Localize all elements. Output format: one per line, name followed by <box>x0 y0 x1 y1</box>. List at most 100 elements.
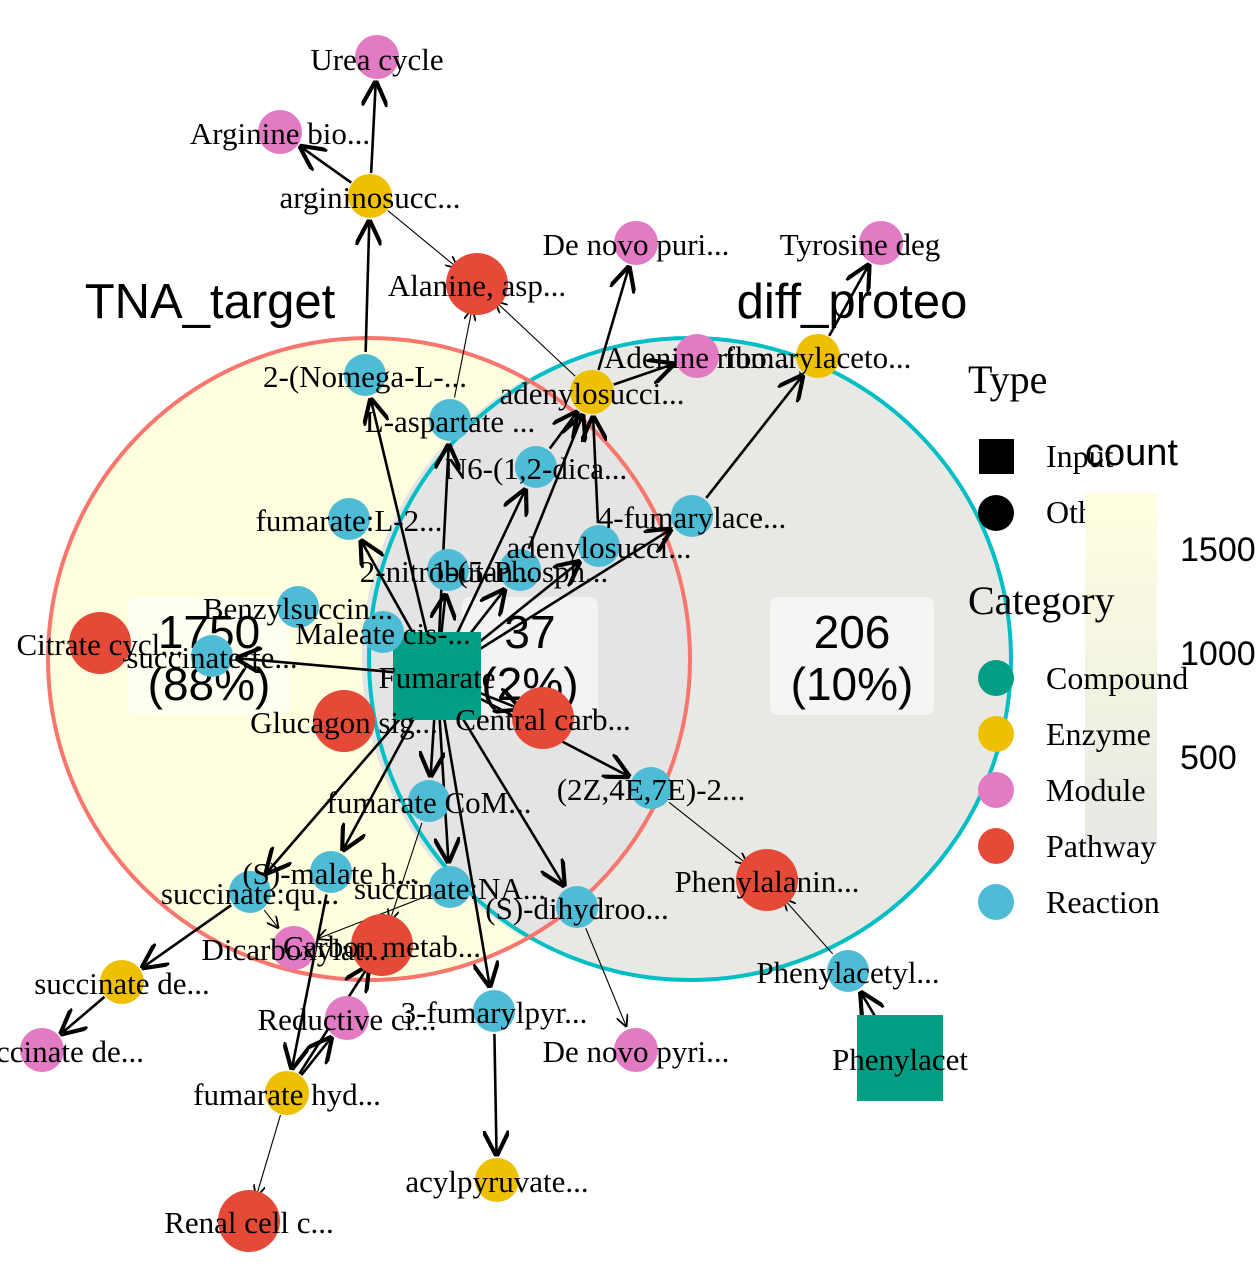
node-benzyl-circle[interactable] <box>277 586 319 628</box>
legend-others-circle-icon <box>978 495 1014 531</box>
edge-fumarate-to-adenylosucc_r <box>468 562 579 651</box>
node-label-maleate: Maleate cis-... <box>295 616 471 651</box>
node-fumarate-square[interactable] <box>393 632 481 720</box>
node-label-nitrobutan: 2-nitrobutan... <box>360 554 537 589</box>
edge-fumarate-to-fumarylace_r <box>471 530 670 655</box>
node-sdihydroo-circle[interactable] <box>556 886 598 928</box>
node-label-denovopyri: De novo pyri... <box>543 1034 730 1069</box>
node-label-fumarylace_r: 4-fumarylace... <box>598 500 786 535</box>
node-fumcom-circle[interactable] <box>408 780 450 822</box>
legend-category: Category Compound Enzyme Module Pathway Reac… <box>968 578 1188 920</box>
node-label-succfe: succinate:fe... <box>126 640 297 675</box>
network-nodes: Fumarate Phenylacet Urea cycle Arginine bio… <box>0 35 968 1252</box>
edge-argsucc-to-argbio <box>301 147 353 184</box>
node-label-succna: succinate:NA... <box>354 871 546 906</box>
node-label-adenylosucc_r: adenylosucci... <box>506 530 691 565</box>
node-central-circle[interactable] <box>512 687 574 749</box>
node-fumaratel2-circle[interactable] <box>328 498 370 540</box>
edge-adenylosucc_e-to-denovopuri <box>597 268 629 371</box>
node-phenylacet-square[interactable] <box>857 1015 943 1101</box>
edge-succde_e-to-succde_m <box>62 995 106 1033</box>
node-label-nomega: 2-(Nomega-L-... <box>263 359 467 394</box>
node-alanine-circle[interactable] <box>446 253 508 315</box>
edge-adenylosucc_e-to-alanine <box>496 302 576 377</box>
edge-fumarate-to-nitrobutan <box>441 596 445 635</box>
node-nomega-circle[interactable] <box>344 354 386 396</box>
node-labels: Fumarate Phenylacet Urea cycle Arginine bio… <box>0 42 968 1240</box>
legend-enzyme-dot-icon <box>978 716 1014 752</box>
legend-pathway-dot-icon <box>978 828 1014 864</box>
legend-count: count 1500 1000 500 <box>1085 432 1256 845</box>
node-citrate-circle[interactable] <box>69 612 131 674</box>
node-succfe-circle[interactable] <box>191 635 233 677</box>
node-label-acylpyr: acylpyruvate... <box>405 1164 588 1199</box>
node-nitrobutan-circle[interactable] <box>427 549 469 591</box>
node-label-phenylacet: Phenylacet <box>832 1042 968 1077</box>
node-phenylalanin-circle[interactable] <box>736 849 798 911</box>
legend-reaction-dot-icon <box>978 884 1014 920</box>
node-urea-circle[interactable] <box>355 35 399 79</box>
node-adenylosucc_r-circle[interactable] <box>578 525 620 567</box>
edge-fumarylpyr-to-acylpyr <box>494 1033 496 1154</box>
node-renal-circle[interactable] <box>218 1190 280 1252</box>
node-denovopuri-circle[interactable] <box>614 221 658 265</box>
node-label-smalate: (S)-malate h... <box>242 856 419 891</box>
node-label-alanine: Alanine, asp... <box>388 268 566 303</box>
node-phenylacetyl-circle[interactable] <box>827 950 869 992</box>
node-maleate-circle[interactable] <box>362 611 404 653</box>
region-percent-only-diff: (10%) <box>791 658 914 710</box>
node-label-dicarbox: Dicarboxylat... <box>201 932 386 967</box>
node-fumhyd-circle[interactable] <box>265 1071 309 1115</box>
node-fumarylpyr-circle[interactable] <box>473 990 515 1032</box>
edge-adenylosucc_e-to-adenine <box>613 364 673 386</box>
node-glucagon-circle[interactable] <box>313 690 375 752</box>
node-succde_e-circle[interactable] <box>100 960 144 1004</box>
edge-fumhyd-to-reductive <box>300 1038 330 1076</box>
node-tyrosine-circle[interactable] <box>859 221 903 265</box>
node-carbon-circle[interactable] <box>351 914 413 976</box>
edge-succqu-to-succde_e <box>143 904 232 967</box>
edge-z4e7e-to-phenylalanin <box>668 801 747 864</box>
count-tick-1000: 1000 <box>1180 635 1256 673</box>
node-label-citrate: Citrate cycl... <box>17 627 184 662</box>
legend-type-title: Type <box>968 357 1047 402</box>
node-fumarylaceto-circle[interactable] <box>796 334 840 378</box>
node-reductive-circle[interactable] <box>325 996 369 1040</box>
node-denovopyri-circle[interactable] <box>614 1028 658 1072</box>
node-succde_m-circle[interactable] <box>20 1028 64 1072</box>
edge-fumarate-to-fumcom <box>431 717 435 775</box>
node-laspartate-circle[interactable] <box>429 399 471 441</box>
edge-fumarate-to-succqu <box>267 706 411 873</box>
node-argbio-circle[interactable] <box>258 110 302 154</box>
node-dicarbox-circle[interactable] <box>272 926 316 970</box>
legend-compound-dot-icon <box>978 660 1014 696</box>
node-phosph-circle[interactable] <box>499 549 541 591</box>
node-label-renal: Renal cell c... <box>164 1205 334 1240</box>
node-label-succde_m: ccinate de... <box>0 1034 144 1069</box>
node-label-sdihydroo: (S)-dihydroo... <box>485 891 668 926</box>
count-colorbar <box>1085 493 1157 845</box>
node-smalate-circle[interactable] <box>310 851 352 893</box>
venn-set-label-diff: diff_proteo <box>737 275 968 329</box>
node-adenine-circle[interactable] <box>675 334 719 378</box>
node-label-phenylalanin: Phenylalanin... <box>674 864 859 899</box>
node-adenylosucc_e-circle[interactable] <box>570 370 614 414</box>
node-n6-circle[interactable] <box>515 446 557 488</box>
legend-type-input-label: Input <box>1046 438 1114 474</box>
edge-fumarylaceto-to-tyrosine <box>828 266 868 337</box>
node-z4e7e-circle[interactable] <box>630 767 672 809</box>
venn-set-label-tna: TNA_target <box>85 275 336 329</box>
node-argsucc-circle[interactable] <box>348 174 392 218</box>
edge-succqu-to-dicarbox <box>263 909 278 927</box>
node-label-succde_e: succinate de... <box>34 966 210 1001</box>
node-fumarylace_r-circle[interactable] <box>671 495 713 537</box>
node-label-fumarylaceto: fumarylaceto... <box>725 340 912 375</box>
node-label-tyrosine: Tyrosine deg <box>780 227 941 262</box>
node-label-argbio: Arginine bio... <box>190 116 370 151</box>
edge-sdihydroo-to-denovopyri <box>585 928 626 1026</box>
edge-fumcom-to-carbon <box>390 822 423 920</box>
edge-argsucc-to-urea <box>371 83 376 174</box>
node-succqu-circle[interactable] <box>229 871 271 913</box>
node-acylpyr-circle[interactable] <box>475 1158 519 1202</box>
node-succna-circle[interactable] <box>429 866 471 908</box>
